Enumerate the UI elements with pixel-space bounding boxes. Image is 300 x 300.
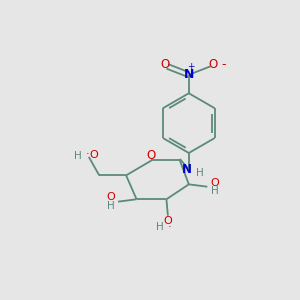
Text: O: O: [164, 216, 172, 226]
Text: ·: ·: [168, 222, 172, 232]
Text: N: N: [182, 163, 192, 176]
Text: +: +: [188, 62, 195, 71]
Text: O: O: [160, 58, 170, 71]
Text: ·: ·: [85, 149, 89, 159]
Text: H: H: [107, 201, 115, 211]
Text: O: O: [106, 193, 115, 202]
Text: N: N: [184, 68, 194, 81]
Text: H: H: [211, 186, 219, 196]
Text: O: O: [90, 150, 98, 161]
Text: H: H: [196, 168, 204, 178]
Text: H: H: [156, 222, 164, 232]
Text: O: O: [208, 58, 217, 71]
Text: O: O: [210, 178, 219, 188]
Text: O: O: [146, 148, 155, 162]
Text: H: H: [74, 151, 82, 161]
Text: -: -: [221, 58, 226, 71]
